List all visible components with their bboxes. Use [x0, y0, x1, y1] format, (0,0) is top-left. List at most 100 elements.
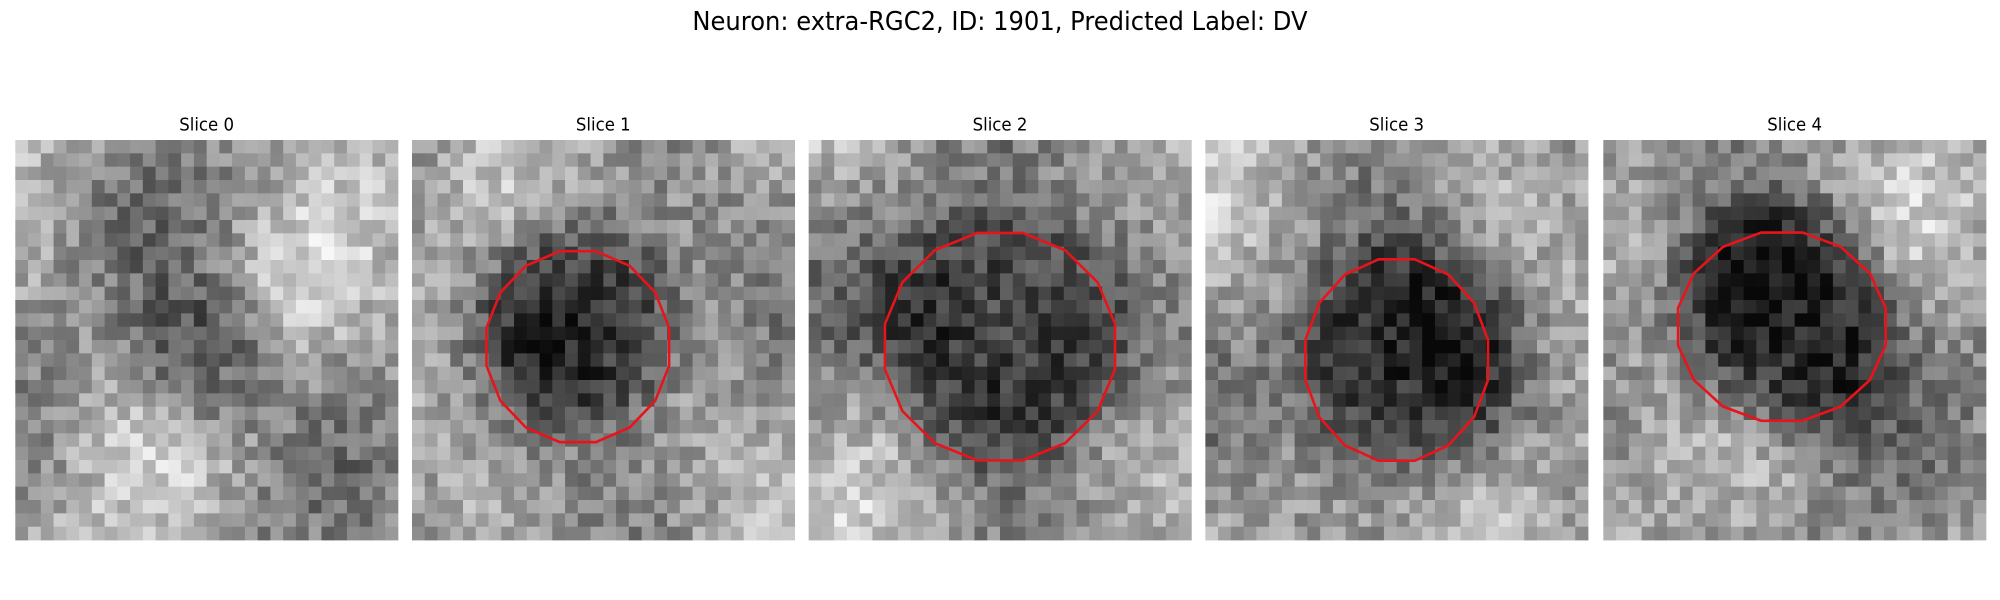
pixel — [514, 233, 528, 248]
pixel — [1178, 380, 1192, 394]
pixel — [1243, 166, 1257, 181]
pixel — [1575, 246, 1589, 261]
pixel — [270, 300, 284, 314]
pixel — [1769, 513, 1783, 528]
pixel — [232, 393, 246, 408]
pixel — [577, 366, 591, 381]
pixel — [321, 193, 335, 208]
pixel — [808, 433, 822, 448]
pixel — [1705, 246, 1719, 261]
pixel — [692, 526, 706, 541]
pixel — [232, 220, 246, 234]
pixel — [66, 433, 80, 448]
pixel — [1845, 140, 1859, 154]
pixel — [1102, 140, 1116, 154]
pixel — [1562, 166, 1576, 181]
pixel — [181, 433, 195, 448]
pixel — [1692, 433, 1706, 448]
pixel — [834, 180, 848, 194]
pixel — [1000, 313, 1014, 328]
pixel — [1000, 433, 1014, 448]
pixel — [1473, 446, 1487, 461]
pixel — [232, 233, 246, 248]
panel-title: Slice 4 — [1767, 114, 1822, 134]
pixel — [743, 220, 757, 234]
pixel — [475, 193, 489, 208]
pixel — [1218, 420, 1232, 434]
pixel — [1781, 140, 1796, 154]
pixel — [91, 340, 105, 354]
pixel — [1396, 340, 1410, 354]
pixel — [66, 180, 80, 194]
pixel — [1460, 273, 1474, 288]
pixel — [552, 180, 566, 194]
pixel — [411, 393, 426, 408]
pixel — [897, 340, 912, 354]
pixel — [1178, 433, 1192, 448]
pixel — [1909, 460, 1923, 474]
pixel — [155, 260, 169, 274]
pixel — [1896, 446, 1910, 461]
pixel — [501, 326, 515, 341]
pixel — [1153, 300, 1167, 314]
pixel — [552, 300, 566, 314]
pixel — [1667, 220, 1681, 234]
pixel — [1422, 206, 1436, 221]
pixel — [1485, 153, 1500, 168]
pixel — [1230, 393, 1245, 408]
pixel — [1807, 420, 1821, 434]
pixel — [936, 206, 950, 221]
pixel — [1243, 526, 1257, 541]
pixel — [1973, 286, 1987, 301]
pixel — [1909, 260, 1923, 274]
pixel — [667, 446, 681, 461]
pixel — [1358, 366, 1372, 381]
pixel — [1281, 420, 1296, 434]
pixel — [1524, 326, 1538, 341]
pixel — [616, 286, 630, 301]
pixel — [616, 460, 630, 474]
pixel — [475, 513, 489, 528]
pixel — [1409, 406, 1423, 421]
pixel — [1947, 406, 1961, 421]
pixel — [603, 300, 617, 314]
pixel — [244, 140, 259, 154]
pixel — [168, 486, 182, 501]
pixel — [1922, 313, 1936, 328]
pixel — [475, 460, 489, 474]
pixel — [1281, 473, 1296, 488]
pixel — [168, 233, 182, 248]
pixel — [577, 193, 591, 208]
pixel — [834, 500, 848, 514]
pixel — [1536, 233, 1551, 248]
pixel — [244, 366, 259, 381]
pixel — [1230, 366, 1245, 381]
pixel — [1654, 460, 1668, 474]
pixel — [1641, 406, 1655, 421]
pixel — [66, 420, 80, 434]
pixel — [821, 193, 835, 208]
pixel — [743, 166, 757, 181]
pixel — [692, 446, 706, 461]
pixel — [1718, 313, 1732, 328]
pixel — [1973, 260, 1987, 274]
pixel — [321, 486, 335, 501]
pixel — [743, 340, 757, 354]
pixel — [308, 260, 322, 274]
pixel — [1460, 526, 1474, 541]
pixel — [1140, 513, 1154, 528]
pixel — [616, 513, 630, 528]
pixel — [117, 300, 131, 314]
pixel — [1575, 300, 1589, 314]
pixel — [1947, 460, 1961, 474]
pixel — [539, 313, 553, 328]
pixel — [1038, 220, 1052, 234]
pixel — [232, 433, 246, 448]
pixel — [321, 380, 335, 394]
pixel — [565, 180, 579, 194]
pixel — [730, 380, 745, 394]
pixel — [219, 340, 233, 354]
pixel — [219, 446, 233, 461]
pixel — [1165, 220, 1179, 234]
pixel — [1485, 406, 1500, 421]
